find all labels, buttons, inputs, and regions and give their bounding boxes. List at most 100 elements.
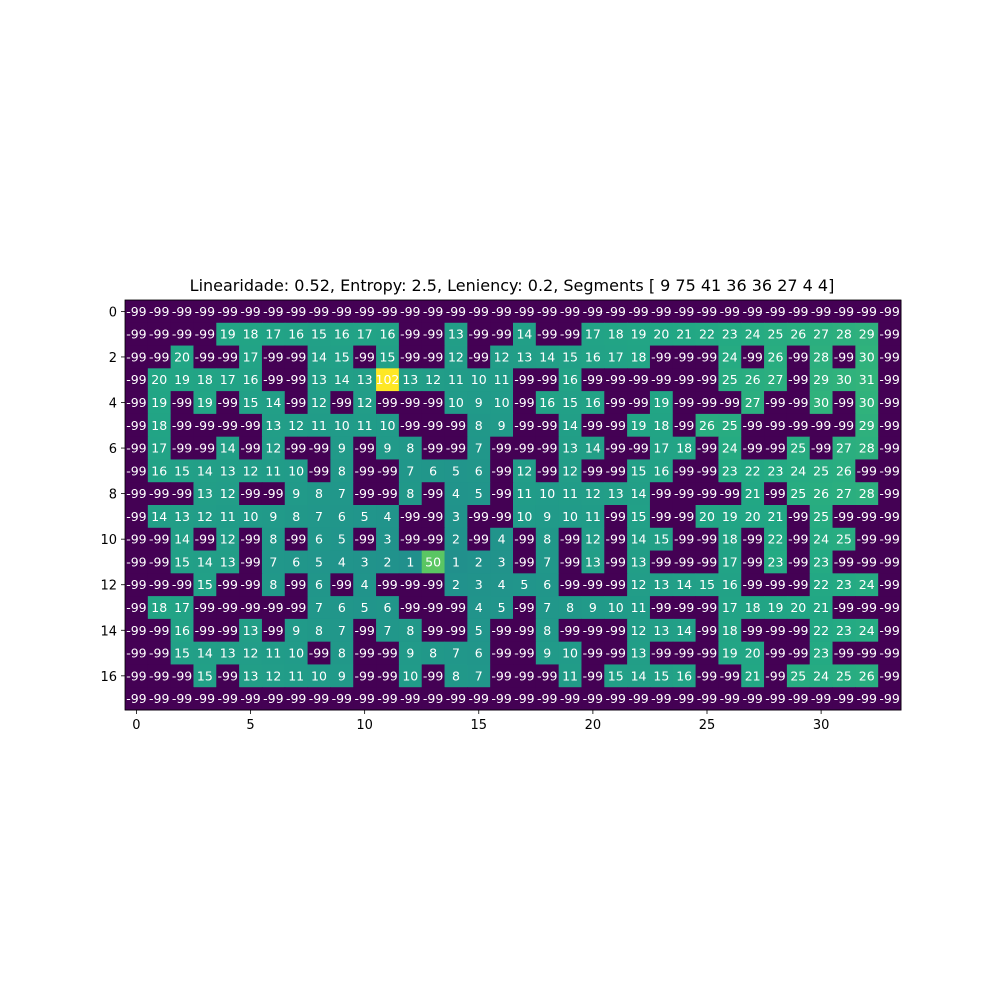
cell-value-label: -99 bbox=[742, 554, 762, 569]
cell-value-label: 11 bbox=[311, 418, 327, 433]
heatmap-cell bbox=[604, 687, 628, 711]
cell-value-label: 12 bbox=[585, 532, 601, 547]
cell-value-label: 30 bbox=[859, 395, 875, 410]
heatmap-cell bbox=[832, 322, 856, 347]
y-tick-label: 8 bbox=[109, 488, 117, 503]
heatmap-cell bbox=[353, 459, 377, 483]
cell-value-label: -99 bbox=[674, 304, 694, 319]
heatmap-cell bbox=[490, 436, 514, 460]
cell-value-label: -99 bbox=[491, 646, 511, 661]
cell-value-label: -99 bbox=[720, 486, 740, 501]
cell-value-label: -99 bbox=[423, 327, 443, 342]
cell-value-label: -99 bbox=[583, 668, 603, 683]
heatmap-cell bbox=[353, 413, 377, 438]
heatmap-cell bbox=[764, 459, 788, 483]
cell-value-label: -99 bbox=[628, 691, 648, 706]
heatmap-cell bbox=[627, 687, 651, 711]
heatmap-cell bbox=[330, 459, 354, 483]
cell-value-label: 2 bbox=[452, 532, 460, 547]
heatmap-cell bbox=[558, 527, 582, 552]
heatmap-cell bbox=[649, 641, 674, 665]
heatmap-cell bbox=[421, 436, 446, 460]
cell-value-label: -99 bbox=[765, 577, 785, 592]
heatmap-cell bbox=[604, 596, 628, 620]
cell-value-label: 30 bbox=[813, 395, 829, 410]
cell-value-label: 26 bbox=[859, 668, 875, 683]
heatmap-cell bbox=[307, 391, 331, 415]
cell-value-label: 21 bbox=[768, 509, 784, 524]
cell-value-label: 10 bbox=[288, 646, 304, 661]
cell-value-label: 7 bbox=[543, 554, 551, 569]
cell-value-label: 11 bbox=[562, 668, 578, 683]
heatmap-cell bbox=[672, 618, 697, 643]
cell-value-label: -99 bbox=[537, 441, 557, 456]
cell-value-label: 8 bbox=[338, 463, 346, 478]
cell-value-label: -99 bbox=[583, 577, 603, 592]
cell-value-label: 10 bbox=[539, 486, 555, 501]
heatmap-cell bbox=[809, 550, 834, 574]
cell-value-label: -99 bbox=[560, 327, 580, 342]
heatmap-cell bbox=[467, 322, 491, 347]
cell-value-label: -99 bbox=[857, 532, 877, 547]
heatmap-cell bbox=[170, 482, 194, 506]
heatmap-cell bbox=[170, 687, 194, 711]
cell-value-label: 11 bbox=[494, 372, 510, 387]
cell-value-label: 7 bbox=[452, 646, 460, 661]
cell-value-label: -99 bbox=[263, 600, 283, 615]
heatmap-cell bbox=[695, 459, 719, 483]
cell-value-label: 13 bbox=[265, 418, 281, 433]
heatmap-cell bbox=[216, 641, 240, 665]
cell-value-label: 13 bbox=[608, 486, 624, 501]
cell-value-label: -99 bbox=[742, 623, 762, 638]
cell-value-label: -99 bbox=[857, 646, 877, 661]
heatmap-cell bbox=[535, 527, 560, 552]
heatmap-cell bbox=[376, 482, 400, 506]
heatmap-cell bbox=[398, 505, 423, 529]
heatmap-cell bbox=[307, 618, 331, 643]
cell-value-label: -99 bbox=[491, 668, 511, 683]
heatmap-cell bbox=[741, 391, 765, 415]
cell-value-label: 9 bbox=[292, 623, 300, 638]
cell-value-label: -99 bbox=[240, 577, 260, 592]
heatmap-cell bbox=[216, 413, 240, 438]
heatmap-cell bbox=[353, 618, 377, 643]
heatmap-cell bbox=[535, 573, 560, 597]
heatmap-cell bbox=[718, 573, 742, 597]
heatmap-cell bbox=[284, 596, 309, 620]
cell-value-label: -99 bbox=[149, 532, 169, 547]
heatmap-cell bbox=[261, 550, 286, 574]
heatmap-cell bbox=[604, 322, 628, 347]
heatmap-cell bbox=[444, 300, 468, 324]
heatmap-cell bbox=[330, 391, 354, 415]
heatmap-cell bbox=[353, 641, 377, 665]
heatmap-cell bbox=[353, 482, 377, 506]
heatmap-cell bbox=[239, 300, 263, 324]
cell-value-label: -99 bbox=[240, 554, 260, 569]
heatmap-cell bbox=[125, 322, 149, 347]
heatmap-cell bbox=[604, 527, 628, 552]
heatmap-cell bbox=[855, 300, 879, 324]
heatmap-cell bbox=[261, 527, 286, 552]
heatmap-cell bbox=[855, 459, 879, 483]
heatmap-cell bbox=[467, 505, 491, 529]
cell-value-label: 9 bbox=[543, 509, 551, 524]
cell-value-label: 24 bbox=[722, 349, 738, 364]
heatmap-cell bbox=[490, 482, 514, 506]
heatmap-cell bbox=[558, 391, 582, 415]
cell-value-label: 18 bbox=[631, 349, 647, 364]
cell-value-label: -99 bbox=[172, 395, 192, 410]
cell-value-label: 10 bbox=[243, 509, 259, 524]
cell-value-label: 12 bbox=[585, 486, 601, 501]
cell-value-label: -99 bbox=[697, 691, 717, 706]
cell-value-label: -99 bbox=[263, 623, 283, 638]
cell-value-label: -99 bbox=[742, 418, 762, 433]
heatmap-cell bbox=[284, 641, 309, 665]
heatmap-cell bbox=[581, 527, 605, 552]
heatmap-cell bbox=[125, 641, 149, 665]
heatmap-cell bbox=[695, 322, 719, 347]
cell-value-label: 12 bbox=[516, 463, 532, 478]
cell-value-label: -99 bbox=[720, 395, 740, 410]
heatmap-cell bbox=[604, 550, 628, 574]
heatmap-cell bbox=[809, 687, 834, 711]
cell-value-label: -99 bbox=[446, 441, 466, 456]
